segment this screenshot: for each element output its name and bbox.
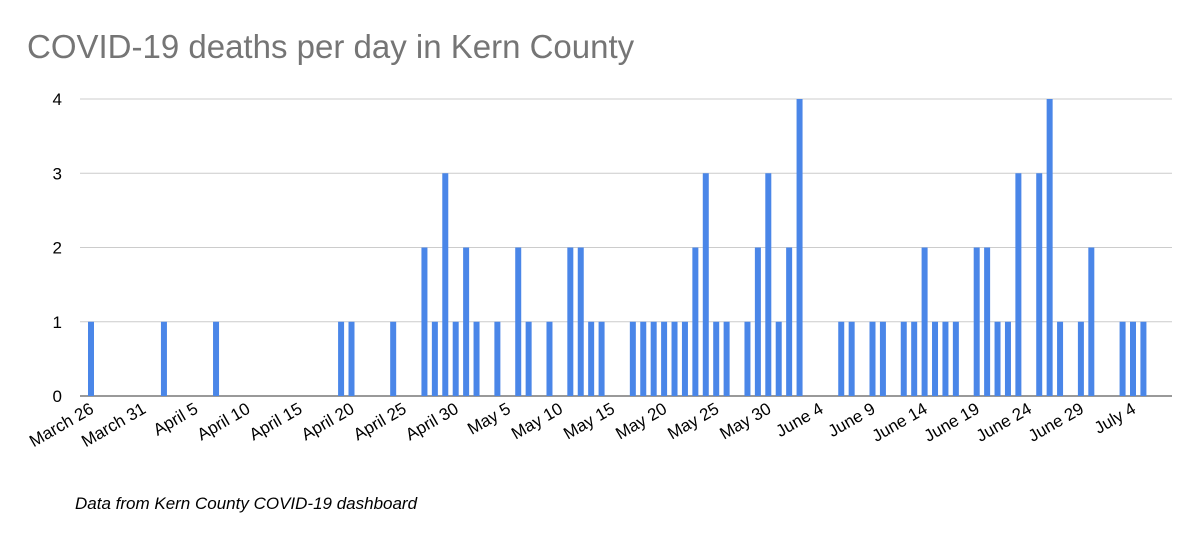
y-tick-label: 3 (53, 164, 62, 183)
y-tick-label: 4 (53, 90, 62, 109)
bar (160, 321, 167, 396)
bar (1057, 321, 1064, 396)
bar (984, 247, 991, 396)
bar (973, 247, 980, 396)
bar (775, 321, 782, 396)
bar (702, 173, 709, 396)
bar (723, 321, 730, 396)
bar (713, 321, 720, 396)
bar (744, 321, 751, 396)
bar (796, 99, 803, 396)
bar (88, 321, 94, 396)
bar (932, 321, 939, 396)
bar (869, 321, 876, 396)
source-note: Data from Kern County COVID-19 dashboard (75, 494, 418, 513)
bar (431, 321, 438, 396)
bar (629, 321, 636, 396)
bar (390, 321, 397, 396)
bar (1088, 247, 1095, 396)
bar (1130, 321, 1136, 396)
bar (494, 321, 501, 396)
bar (421, 247, 428, 396)
bar (1119, 321, 1126, 396)
bar (942, 321, 949, 396)
bar (515, 247, 522, 396)
bar (848, 321, 855, 396)
bar (598, 321, 605, 396)
bar (900, 321, 907, 396)
bar (473, 321, 480, 396)
bar (765, 173, 772, 396)
bar (463, 247, 470, 396)
bar (546, 321, 553, 396)
bar (952, 321, 959, 396)
bar (650, 321, 657, 396)
bar (442, 173, 449, 396)
bar (661, 321, 668, 396)
bar (1046, 99, 1053, 396)
bar (681, 321, 688, 396)
bar (338, 321, 345, 396)
bar (452, 321, 459, 396)
bar (994, 321, 1001, 396)
bar (1036, 173, 1043, 396)
bar (640, 321, 647, 396)
bar (1140, 321, 1147, 396)
bar (1004, 321, 1011, 396)
bar (577, 247, 584, 396)
bar (671, 321, 678, 396)
bar (213, 321, 220, 396)
bar (879, 321, 886, 396)
bar (921, 247, 928, 396)
y-tick-label: 2 (53, 239, 62, 258)
bar (588, 321, 595, 396)
y-tick-label: 0 (53, 387, 62, 406)
bar (525, 321, 532, 396)
bar (1015, 173, 1022, 396)
bar (754, 247, 761, 396)
bar (692, 247, 699, 396)
bar (567, 247, 574, 396)
bar (348, 321, 355, 396)
chart-title: COVID-19 deaths per day in Kern County (27, 28, 635, 65)
bar (911, 321, 918, 396)
bar (786, 247, 793, 396)
bar (1077, 321, 1084, 396)
bar (838, 321, 845, 396)
y-tick-label: 1 (53, 313, 62, 332)
